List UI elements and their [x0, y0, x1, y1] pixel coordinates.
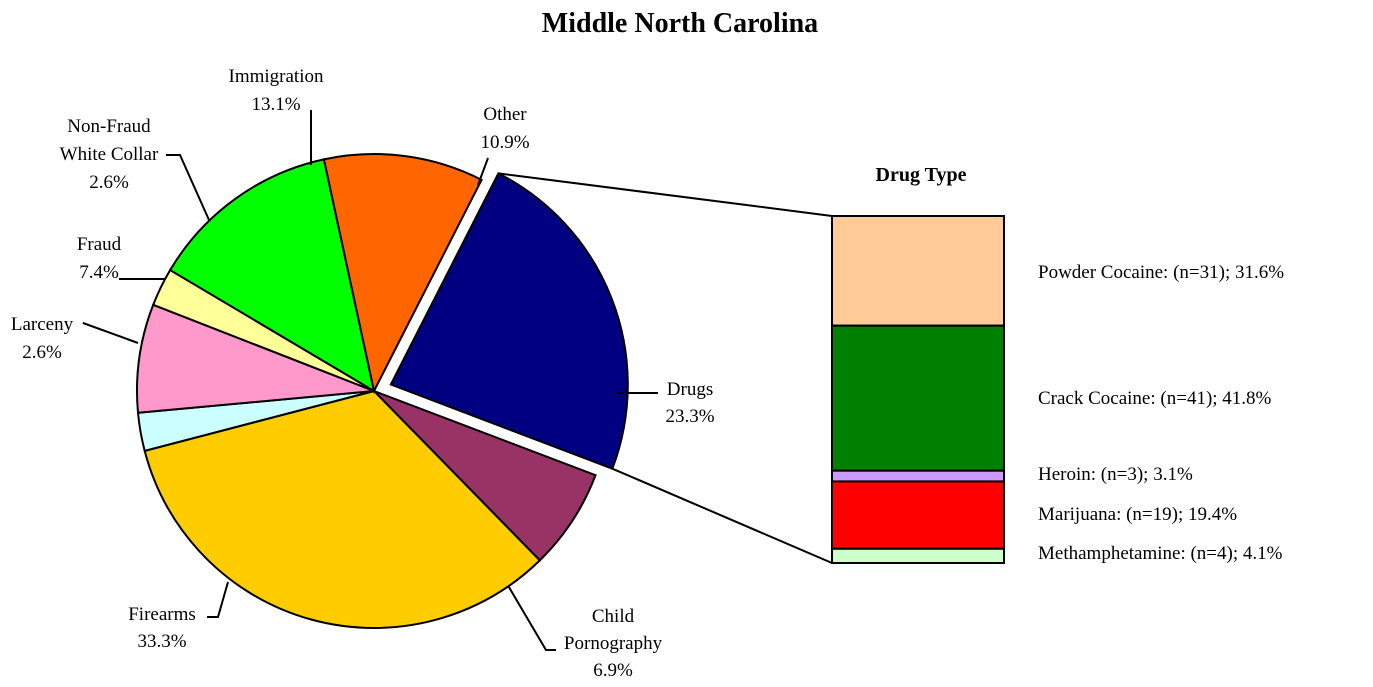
- pie-label-value: 33.3%: [137, 631, 186, 652]
- bar-label-powder-cocaine: Powder Cocaine: (n=31); 31.6%: [1038, 262, 1284, 283]
- drug-type-title: Drug Type: [876, 164, 967, 186]
- bar-label-methamphetamine: Methamphetamine: (n=4); 4.1%: [1038, 543, 1283, 564]
- leader-line: [310, 110, 312, 165]
- pie-label-larceny: Larceny 2.6%: [11, 314, 139, 363]
- pie-label-drugs: Drugs 23.3%: [617, 379, 715, 427]
- pie-label-fraud: Fraud 7.4%: [77, 234, 167, 283]
- pie-slice-other: [322, 153, 483, 394]
- pie-label-text: Firearms: [128, 604, 196, 625]
- connector-line-bottom: [611, 467, 833, 564]
- pie-chart: Drugs 23.3% Child Pornography 6.9% Firearms 33…: [11, 66, 715, 681]
- bar-segment-powder-cocaine: [831, 215, 1005, 327]
- explode-connectors: [498, 172, 833, 564]
- leader-line: [502, 576, 556, 651]
- pie-label-firearms: Firearms 33.3%: [128, 581, 229, 652]
- pie-label-non-fraud-white-collar: Non-Fraud White Collar 2.6%: [60, 116, 210, 221]
- pie-label-text: Pornography: [564, 633, 663, 654]
- bar-segment-crack-cocaine: [831, 324, 1005, 472]
- leader-line: [477, 157, 489, 186]
- pie-slice-child-pornography: [373, 390, 597, 562]
- leader-line: [82, 322, 139, 344]
- bar-label-marijuana: Marijuana: (n=19); 19.4%: [1038, 504, 1237, 525]
- pie-label-text: Drugs: [667, 379, 713, 400]
- pie-label-value: 7.4%: [79, 262, 119, 283]
- pie-label-text: White Collar: [60, 144, 159, 165]
- pie-label-value: 2.6%: [89, 172, 129, 193]
- pie-slice-drugs: [389, 172, 629, 470]
- pie-label-value: 10.9%: [480, 132, 529, 153]
- bar-segment-heroin: [831, 469, 1005, 483]
- bar-segment-methamphetamine: [831, 547, 1005, 565]
- pie-label-text: Child: [592, 606, 635, 627]
- chart-title: Middle North Carolina: [542, 8, 818, 39]
- pie-label-child-pornography: Child Pornography 6.9%: [502, 576, 663, 681]
- pie-label-text: Fraud: [77, 234, 122, 255]
- pie-label-text: Other: [483, 104, 527, 125]
- pie-label-text: Immigration: [229, 66, 324, 87]
- pie-slice-firearms: [143, 389, 542, 629]
- pie-label-value: 2.6%: [22, 342, 62, 363]
- stacked-bar-chart: Powder Cocaine: (n=31); 31.6% Crack Cocai…: [831, 215, 1284, 565]
- bar-label-crack-cocaine: Crack Cocaine: (n=41); 41.8%: [1038, 388, 1272, 409]
- pie-label-text: Larceny: [11, 314, 74, 335]
- pie-label-value: 23.3%: [665, 406, 714, 427]
- leader-line: [166, 154, 210, 221]
- pie-label-value: 6.9%: [593, 660, 633, 681]
- pie-label-value: 13.1%: [251, 94, 300, 115]
- bar-segment-marijuana: [831, 480, 1005, 550]
- pie-label-immigration: Immigration 13.1%: [229, 66, 324, 165]
- leader-line: [207, 581, 229, 618]
- bar-label-heroin: Heroin: (n=3); 3.1%: [1038, 464, 1193, 485]
- pie-label-other: Other 10.9%: [477, 104, 530, 186]
- pie-label-text: Non-Fraud: [67, 116, 151, 137]
- connector-line-top: [498, 172, 833, 217]
- pie-slice-fraud: [136, 303, 375, 414]
- pie-slice-immigration: [168, 158, 376, 394]
